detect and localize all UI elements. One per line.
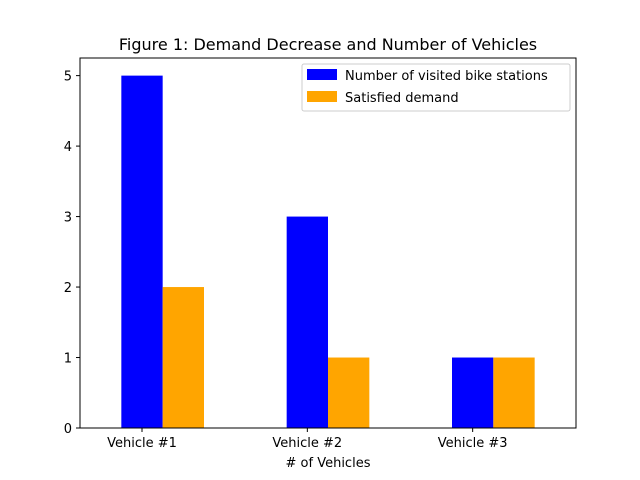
y-tick-label: 3 — [64, 211, 72, 226]
y-tick-label: 1 — [64, 352, 72, 367]
legend: Number of visited bike stations Satisfie… — [301, 63, 571, 112]
y-tick-label: 2 — [64, 281, 72, 296]
y-tick-label: 5 — [64, 70, 72, 85]
chart-title: Figure 1: Demand Decrease and Number of … — [119, 35, 537, 54]
plot-frame — [79, 57, 577, 429]
legend-label-satisfied-demand: Satisfied demand — [345, 91, 459, 106]
bar-s0-vehicle-3 — [452, 357, 494, 428]
bar-s0-vehicle-2 — [286, 216, 328, 428]
bar-s0-vehicle-1 — [121, 75, 163, 428]
x-tick-label: Vehicle #2 — [272, 436, 342, 451]
legend-swatch-visited-stations — [307, 69, 337, 80]
bar-s1-vehicle-3 — [493, 357, 535, 428]
bar-s1-vehicle-1 — [162, 287, 204, 428]
legend-label-visited-stations: Number of visited bike stations — [345, 69, 548, 84]
bar-s1-vehicle-2 — [328, 357, 370, 428]
bars-layer — [121, 75, 535, 428]
x-tick-label: Vehicle #1 — [107, 436, 177, 451]
legend-swatch-satisfied-demand — [307, 91, 337, 102]
x-tick-label: Vehicle #3 — [438, 436, 508, 451]
y-tick-label: 4 — [64, 140, 72, 155]
ticks-layer: 0 1 2 3 4 5 Vehicle #1 Vehicle #2 Vehicle #3 — [64, 70, 508, 451]
x-axis-label: # of Vehicles — [286, 456, 371, 471]
y-tick-label: 0 — [64, 422, 72, 437]
legend-frame — [301, 63, 571, 112]
